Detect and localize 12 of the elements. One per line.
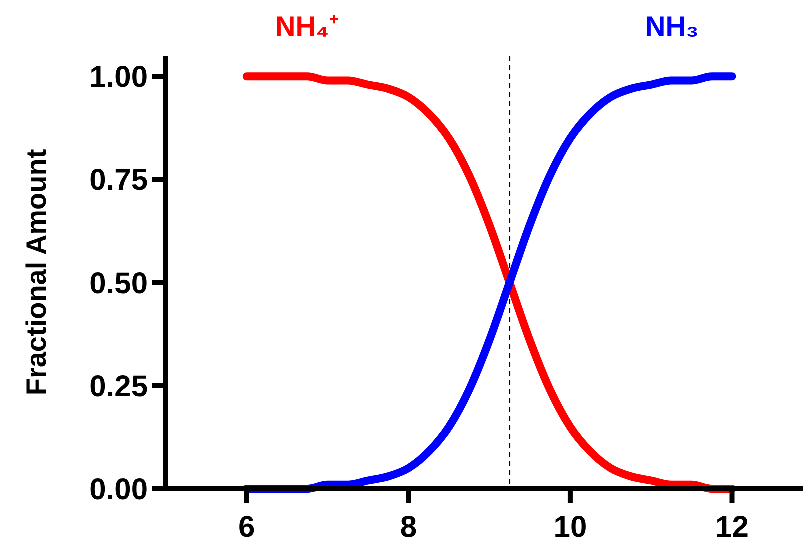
y-axis-title: Fractional Amount [21,149,52,396]
series-label: NH₄⁺ [275,11,338,42]
y-tick-label: 0.25 [90,370,148,404]
x-tick-label: 12 [716,511,749,544]
y-tick-label: 0.75 [90,164,148,198]
y-tick-label: 0.00 [90,474,148,506]
y-tick-label: 0.50 [90,267,148,300]
x-tick-label: 8 [400,511,418,544]
x-tick-label: 10 [554,511,588,544]
y-tick-label: 1.00 [90,61,148,94]
x-tick-label: 6 [238,511,256,544]
series-label: NH₃ [646,11,699,42]
